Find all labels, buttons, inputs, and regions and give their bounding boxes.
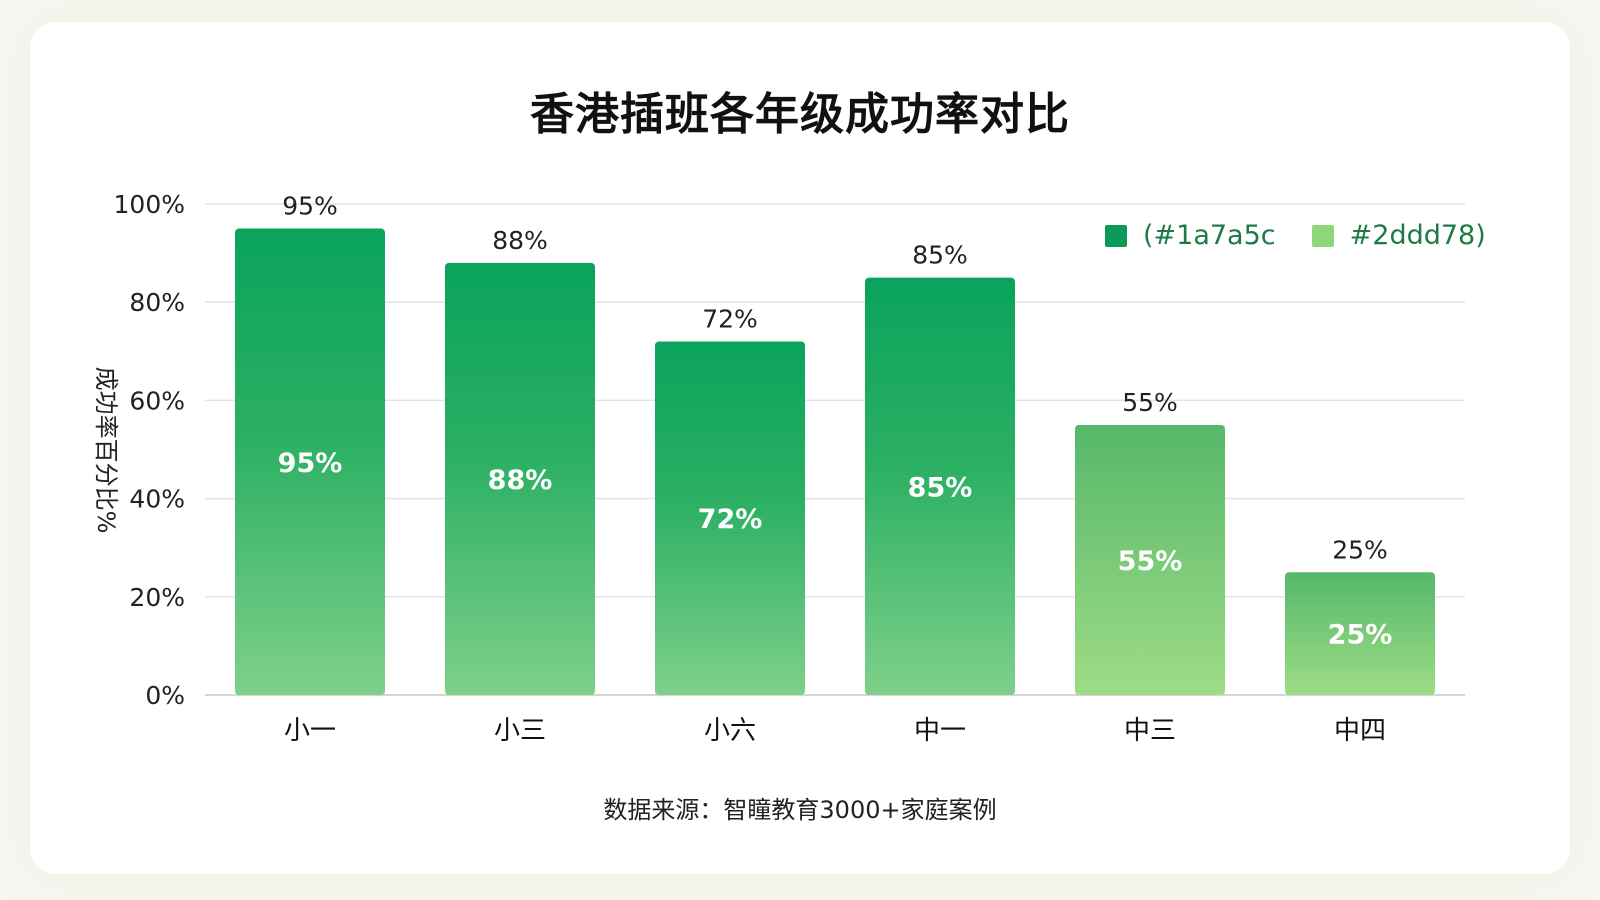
bar-value-label-3: 85%: [912, 241, 968, 270]
y-tick-label-3: 60%: [129, 386, 185, 415]
bar-inner-label-1: 88%: [488, 465, 553, 496]
legend-swatch-light: [1311, 224, 1334, 247]
bar-0: [235, 228, 385, 696]
bar-value-label-0: 95%: [282, 192, 338, 221]
x-tick-label-4: 中三: [1124, 716, 1176, 746]
x-tick-label-2: 小六: [704, 716, 756, 746]
legend-item-dark: (#1a7a5c: [1105, 220, 1276, 251]
bar-2: [655, 341, 805, 695]
y-tick-label-0: 0%: [145, 681, 185, 710]
legend-label-dark: (#1a7a5c: [1143, 220, 1276, 251]
bar-inner-label-4: 55%: [1118, 546, 1183, 577]
bar-value-label-2: 72%: [702, 304, 758, 333]
y-tick-label-1: 20%: [129, 583, 185, 612]
bar-value-label-5: 25%: [1332, 535, 1388, 564]
legend: (#1a7a5c #2ddd78): [1105, 220, 1486, 251]
legend-item-light: #2ddd78): [1311, 220, 1486, 251]
bar-value-label-4: 55%: [1122, 388, 1178, 417]
chart-title: 香港插班各年级成功率对比: [530, 89, 1070, 140]
bar-1: [445, 262, 595, 695]
y-axis-label: 成功率百分比%: [92, 367, 120, 534]
y-tick-label-2: 40%: [129, 485, 185, 514]
x-tick-label-1: 小三: [494, 716, 546, 746]
y-tick-label-4: 80%: [129, 288, 185, 317]
legend-swatch-dark: [1105, 224, 1127, 247]
bar-inner-label-3: 85%: [908, 472, 973, 503]
bar-inner-label-2: 72%: [698, 504, 763, 535]
x-tick-label-3: 中一: [914, 716, 966, 746]
legend-label-light: #2ddd78): [1349, 220, 1486, 251]
x-tick-label-5: 中四: [1334, 716, 1386, 746]
bar-5: [1285, 572, 1435, 695]
y-tick-label-5: 100%: [114, 190, 185, 219]
bar-inner-label-0: 95%: [278, 448, 343, 479]
bar-3: [865, 277, 1015, 695]
bar-4: [1075, 424, 1225, 695]
bar-value-label-1: 88%: [492, 226, 548, 255]
source-note: 数据来源：智瞳教育3000+家庭案例: [603, 796, 997, 824]
x-tick-label-0: 小一: [284, 716, 336, 746]
bar-inner-label-5: 25%: [1328, 620, 1393, 651]
